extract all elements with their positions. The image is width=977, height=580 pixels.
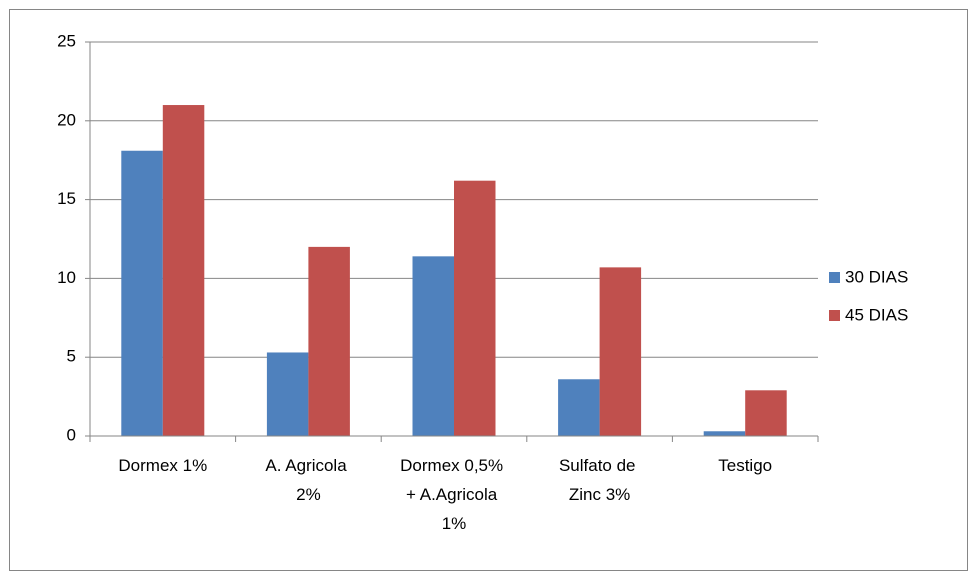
x-tick-line: A. Agricola xyxy=(265,456,351,475)
x-tick-label: A. Agricola 2% xyxy=(265,456,351,504)
bar xyxy=(266,352,309,436)
x-tick-line: Dormex 1% xyxy=(118,456,207,475)
bar xyxy=(121,150,163,436)
x-tick-line: 2% xyxy=(296,485,321,504)
x-tick-label: Dormex 0,5% + A.Agricola 1% xyxy=(400,456,508,533)
x-tick-label: Sulfato de Zinc 3% xyxy=(559,456,640,504)
legend-swatch xyxy=(829,272,840,283)
x-tick-line: + A.Agricola xyxy=(406,485,502,504)
bar xyxy=(745,390,787,436)
x-tick-line: Dormex 0,5% xyxy=(400,456,508,475)
x-tick-label: Testigo xyxy=(718,456,772,475)
y-tick-label: 15 xyxy=(57,189,76,208)
y-tick-label: 10 xyxy=(57,268,76,287)
bar xyxy=(454,180,496,436)
x-tick-line: 1% xyxy=(442,514,467,533)
x-tick-line: Sulfato de xyxy=(559,456,640,475)
x-tick-label: Dormex 1% xyxy=(118,456,207,475)
bar xyxy=(599,267,642,436)
legend-swatch xyxy=(829,310,840,321)
bar xyxy=(703,431,746,436)
y-tick-label: 20 xyxy=(57,110,76,129)
bar xyxy=(308,246,350,436)
y-tick-label: 5 xyxy=(67,347,76,366)
bar xyxy=(558,379,600,436)
legend-label: 45 DIAS xyxy=(845,305,908,324)
x-tick-line: Testigo xyxy=(718,456,772,475)
bar xyxy=(412,256,454,436)
bar xyxy=(162,105,205,436)
y-tick-label: 0 xyxy=(67,425,76,444)
x-tick-line: Zinc 3% xyxy=(569,485,630,504)
legend-label: 30 DIAS xyxy=(845,267,908,286)
y-tick-label: 25 xyxy=(57,31,76,50)
